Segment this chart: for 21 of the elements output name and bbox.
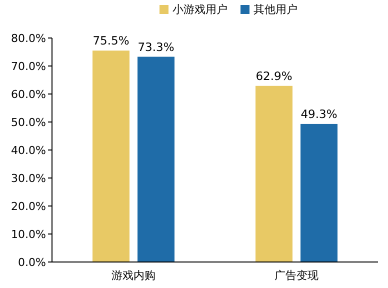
y-tick-label: 30.0% bbox=[11, 172, 46, 185]
bar bbox=[256, 86, 292, 262]
y-tick-label: 10.0% bbox=[11, 228, 46, 241]
y-tick-label: 80.0% bbox=[11, 32, 46, 45]
data-label: 73.3% bbox=[138, 40, 174, 54]
x-tick-label: 游戏内购 bbox=[112, 269, 156, 282]
y-tick-label: 50.0% bbox=[11, 116, 46, 129]
y-tick-label: 0.0% bbox=[18, 256, 46, 269]
bar bbox=[138, 56, 174, 262]
legend-label: 小游戏用户 bbox=[172, 3, 228, 16]
legend-label: 其他用户 bbox=[254, 3, 298, 16]
y-tick-label: 70.0% bbox=[11, 60, 46, 73]
bar bbox=[300, 124, 338, 262]
y-tick-label: 40.0% bbox=[11, 144, 46, 157]
bar bbox=[92, 50, 130, 262]
y-tick-label: 20.0% bbox=[11, 200, 46, 213]
y-tick-label: 60.0% bbox=[11, 88, 46, 101]
x-tick-label: 广告变现 bbox=[274, 269, 318, 282]
data-label: 62.9% bbox=[256, 68, 292, 83]
data-label: 75.5% bbox=[92, 34, 130, 48]
data-label: 49.3% bbox=[300, 106, 338, 121]
